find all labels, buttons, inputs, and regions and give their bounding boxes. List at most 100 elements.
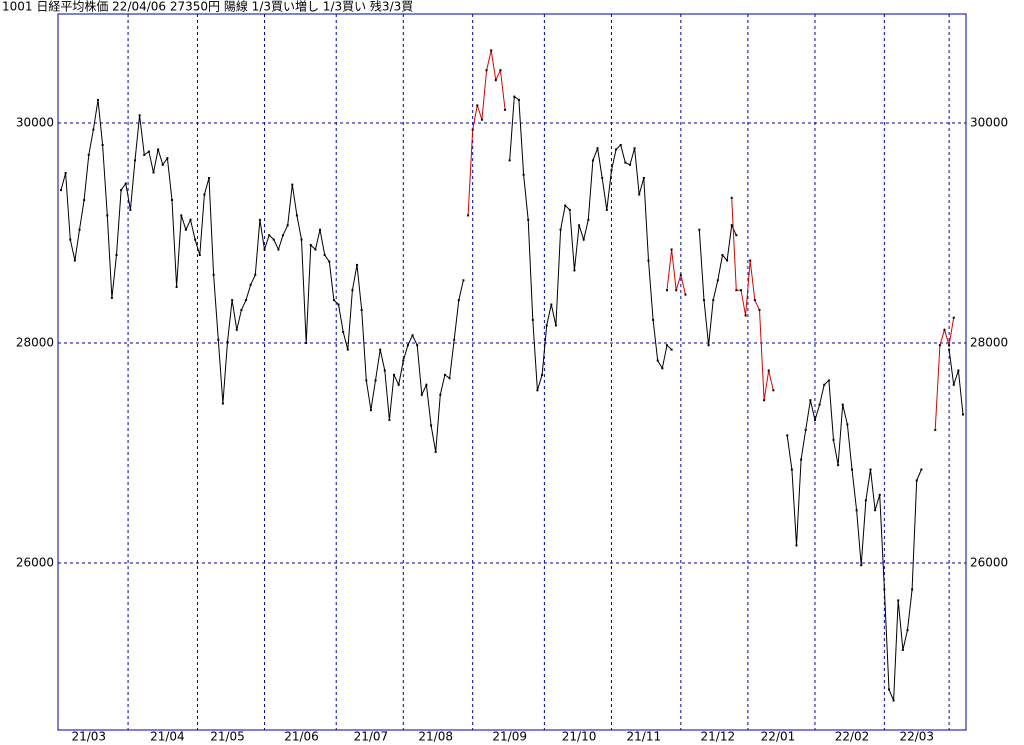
- price-point: [402, 359, 405, 362]
- price-point: [110, 296, 113, 299]
- price-point: [480, 118, 483, 121]
- price-point: [411, 334, 414, 337]
- price-point: [194, 238, 197, 241]
- price-point: [957, 369, 960, 372]
- price-point: [106, 214, 109, 217]
- price-point: [670, 348, 673, 351]
- price-point: [157, 148, 160, 151]
- x-tick-label: 21/04: [150, 730, 185, 744]
- price-point: [633, 147, 636, 150]
- plot-frame: [57, 13, 967, 731]
- price-point: [818, 403, 821, 406]
- price-point: [827, 379, 830, 382]
- price-point: [638, 193, 641, 196]
- price-point: [453, 338, 456, 341]
- price-point: [661, 367, 664, 370]
- price-point: [189, 218, 192, 221]
- price-point: [758, 309, 761, 312]
- price-point: [328, 260, 331, 263]
- price-point: [860, 564, 863, 567]
- price-point: [323, 254, 326, 257]
- x-tick-label: 22/03: [899, 730, 934, 744]
- price-line: [467, 50, 955, 430]
- price-point: [457, 299, 460, 302]
- price-point: [763, 399, 766, 402]
- price-point: [559, 228, 562, 231]
- price-point: [115, 254, 118, 257]
- price-point: [245, 299, 248, 302]
- price-point: [906, 629, 909, 632]
- y-tick-label: 26000: [16, 556, 54, 570]
- price-point: [716, 279, 719, 282]
- x-tick-label: 21/11: [627, 730, 662, 744]
- price-point: [249, 283, 252, 286]
- price-point: [513, 95, 516, 98]
- price-point: [319, 228, 322, 231]
- price-point: [180, 214, 183, 217]
- price-point: [721, 254, 724, 257]
- price-point: [702, 299, 705, 302]
- price-point: [305, 342, 308, 345]
- price-point: [439, 393, 442, 396]
- price-point: [425, 383, 428, 386]
- price-point: [101, 144, 104, 147]
- price-point: [679, 273, 682, 276]
- price-point: [467, 214, 470, 217]
- price-point: [605, 208, 608, 211]
- price-point: [813, 419, 816, 422]
- price-point: [92, 128, 95, 131]
- price-point: [887, 688, 890, 691]
- price-point: [536, 389, 539, 392]
- price-point: [707, 344, 710, 347]
- price-point: [485, 69, 488, 72]
- price-point: [601, 177, 604, 180]
- x-tick-label: 21/05: [210, 730, 245, 744]
- price-point: [406, 344, 409, 347]
- price-point: [582, 238, 585, 241]
- price-point: [522, 173, 525, 176]
- price-point: [217, 338, 220, 341]
- price-point: [69, 238, 72, 241]
- price-point: [767, 369, 770, 372]
- price-point: [735, 289, 738, 292]
- price-point: [753, 299, 756, 302]
- price-point: [587, 218, 590, 221]
- price-point: [295, 214, 298, 217]
- price-point: [203, 193, 206, 196]
- price-point: [809, 399, 812, 402]
- price-point: [883, 588, 886, 591]
- price-point: [184, 228, 187, 231]
- price-point: [554, 324, 557, 327]
- price-line: [60, 95, 964, 701]
- price-point: [739, 289, 742, 292]
- price-point: [665, 289, 668, 292]
- price-point: [240, 309, 243, 312]
- price-point: [864, 499, 867, 502]
- price-point: [198, 254, 201, 257]
- price-point: [541, 373, 544, 376]
- price-point: [309, 244, 312, 247]
- price-point: [962, 413, 964, 416]
- price-point: [642, 177, 645, 180]
- y-tick-label-right: 30000: [970, 116, 1008, 130]
- price-point: [670, 248, 673, 251]
- price-point: [138, 114, 141, 117]
- x-tick-label: 21/08: [418, 730, 453, 744]
- price-point: [772, 389, 775, 392]
- price-point: [841, 403, 844, 406]
- price-point: [97, 98, 100, 101]
- price-point: [665, 344, 668, 347]
- price-point: [462, 279, 465, 282]
- price-point: [735, 234, 738, 237]
- price-point: [221, 402, 224, 405]
- x-tick-label: 21/07: [354, 730, 389, 744]
- price-point: [499, 69, 502, 72]
- price-point: [73, 259, 76, 262]
- price-point: [901, 648, 904, 651]
- price-point: [850, 468, 853, 471]
- price-point: [430, 424, 433, 427]
- price-point: [263, 248, 266, 251]
- price-point: [610, 169, 613, 172]
- price-point: [379, 348, 382, 351]
- price-point: [231, 299, 234, 302]
